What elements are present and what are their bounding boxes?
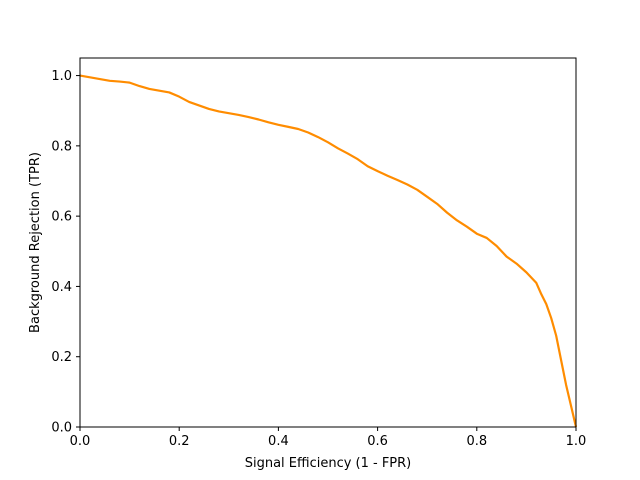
y-tick-label: 0.0 (51, 421, 72, 436)
y-tick-label: 0.8 (51, 139, 72, 154)
x-axis-label: Signal Efficiency (1 - FPR) (245, 456, 412, 471)
y-tick-label: 1.0 (51, 69, 72, 84)
y-axis-label: Background Rejection (TPR) (28, 152, 43, 333)
y-tick-label: 0.2 (51, 350, 72, 365)
roc-curve-series-line (79, 74, 578, 428)
axis-ticks: 0.0 0.2 0.4 0.6 0.8 1.0 0.0 0.2 0.4 0.6 0.8 1.0 (51, 69, 586, 449)
x-tick-label: 0.6 (367, 434, 388, 449)
x-tick-label: 0.4 (268, 434, 289, 449)
x-tick-label: 0.0 (70, 434, 91, 449)
axes-frame (79, 57, 577, 428)
y-tick-label: 0.6 (51, 210, 72, 225)
x-tick-label: 0.8 (466, 434, 487, 449)
plot-area (79, 74, 578, 428)
x-tick-label: 0.2 (169, 434, 190, 449)
y-tick-label: 0.4 (51, 280, 72, 295)
x-tick-label: 1.0 (566, 434, 587, 449)
